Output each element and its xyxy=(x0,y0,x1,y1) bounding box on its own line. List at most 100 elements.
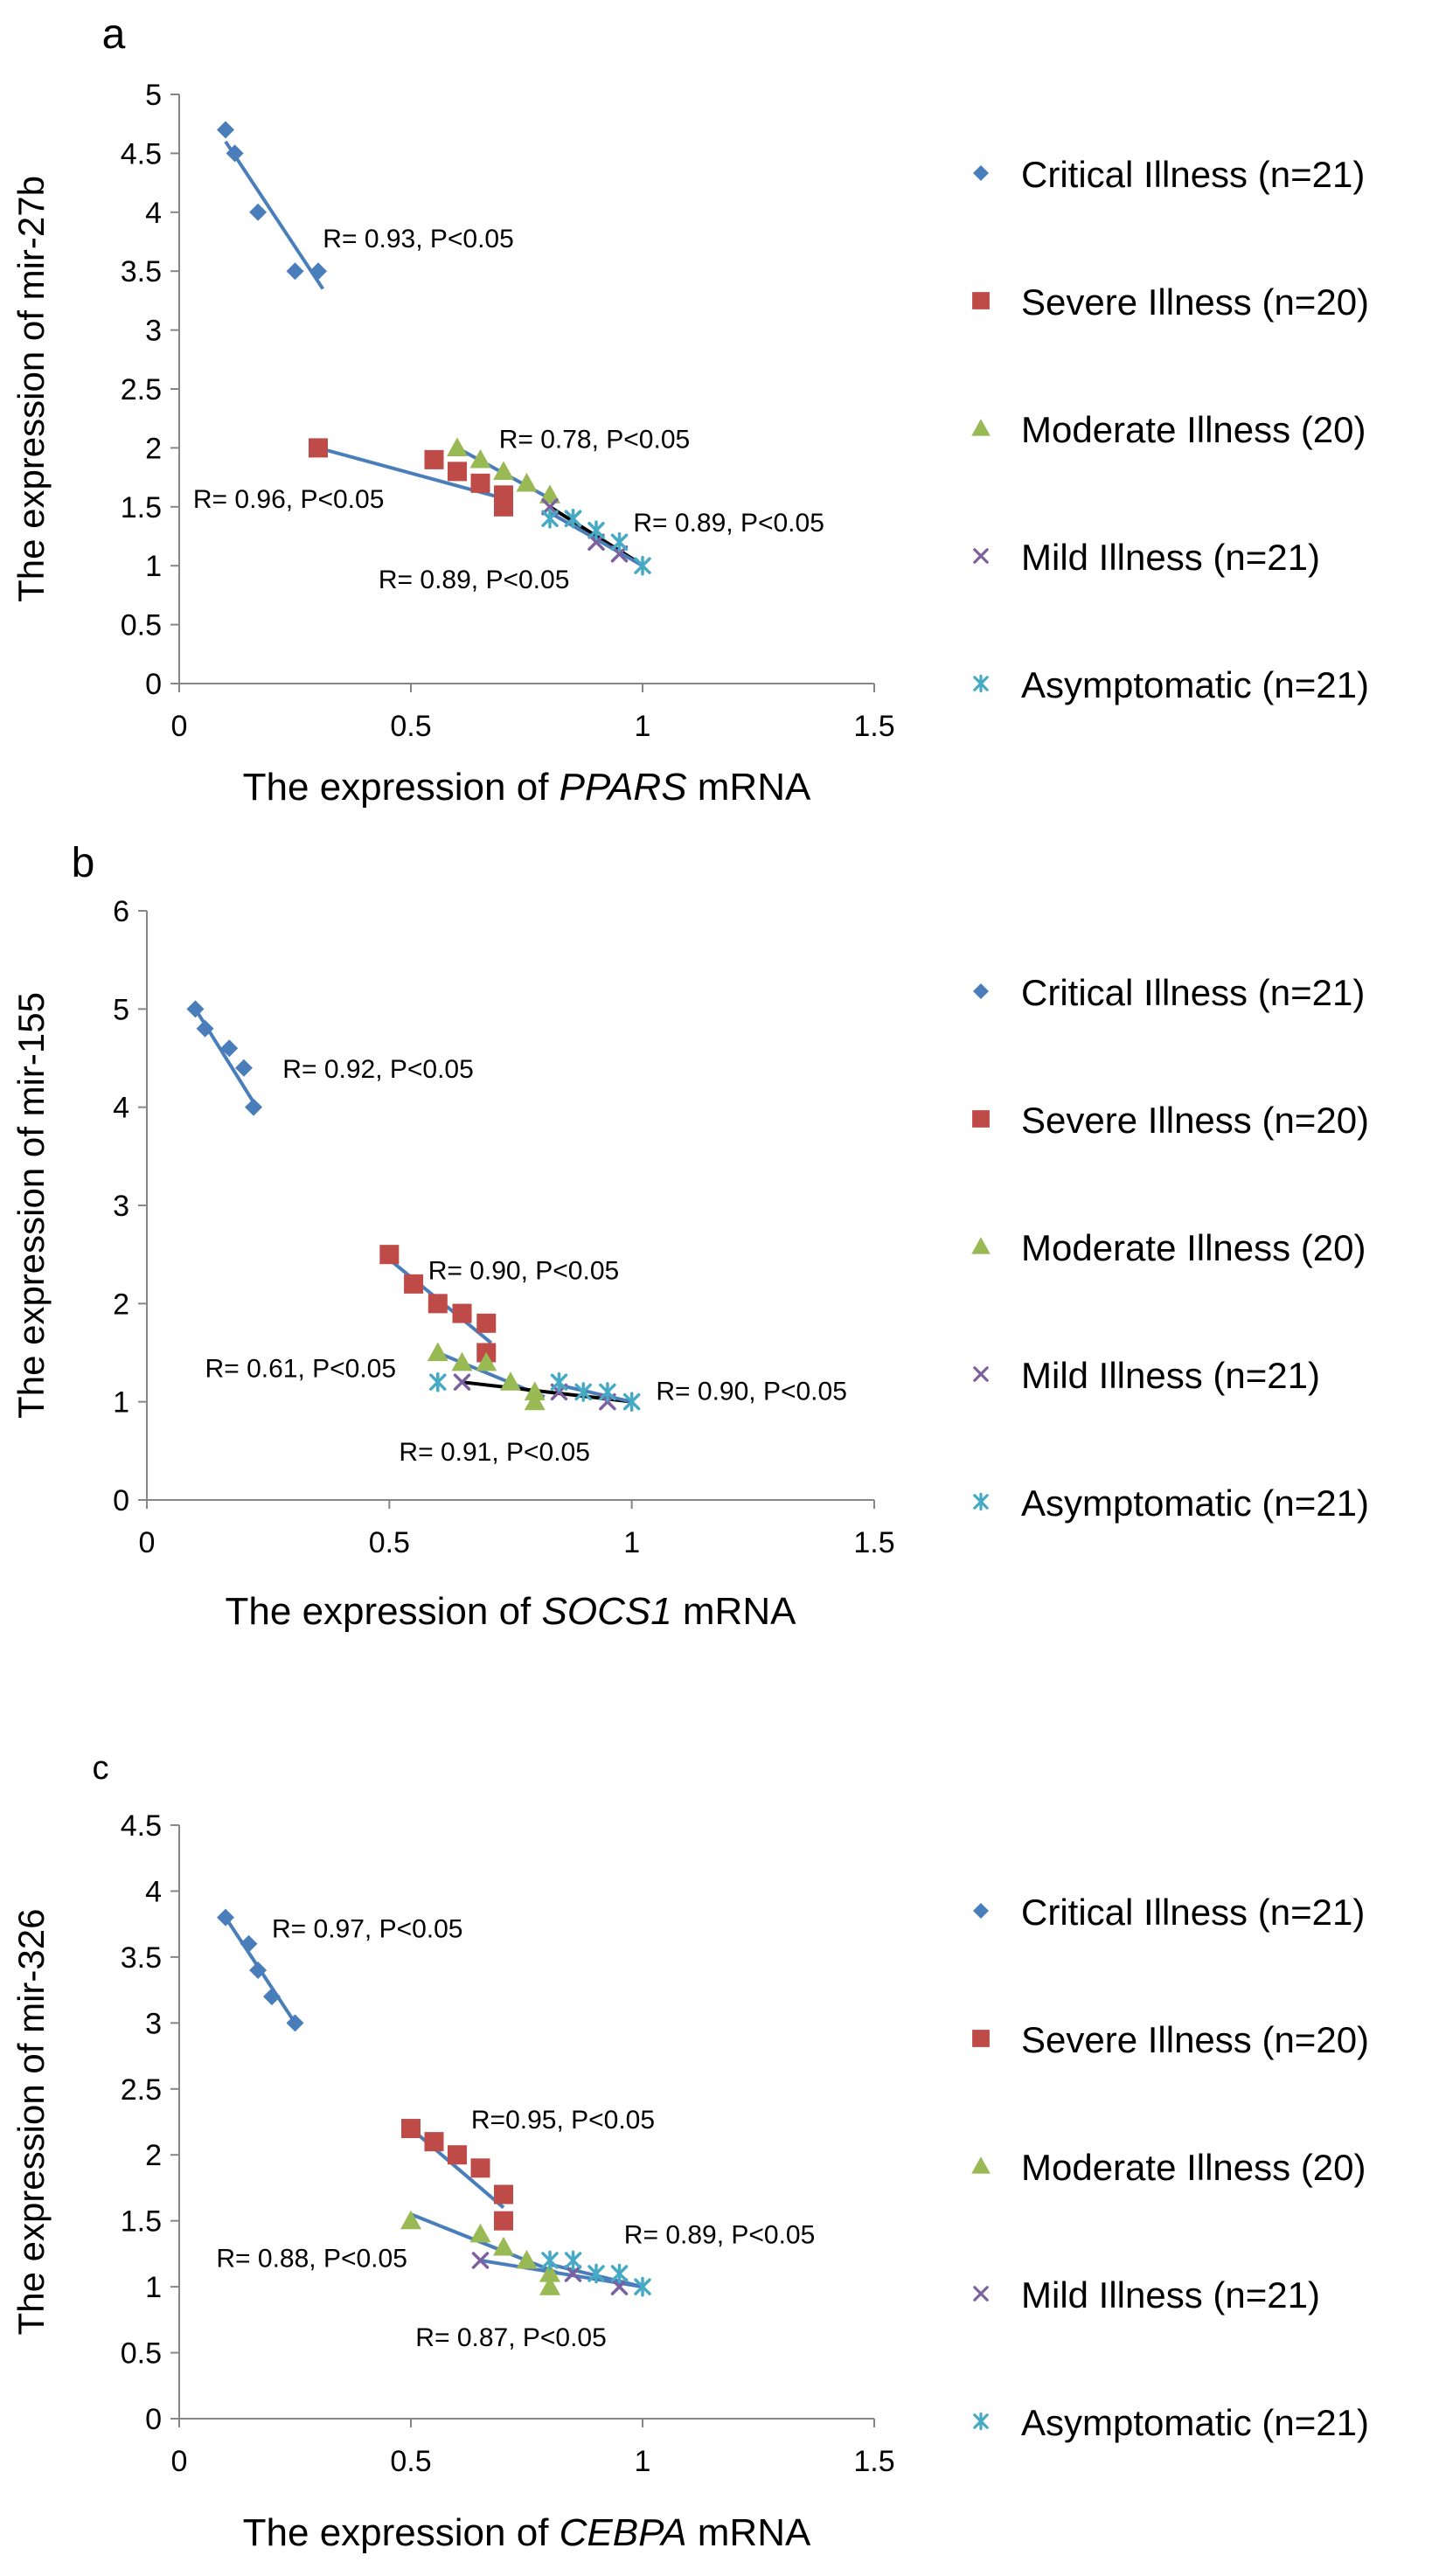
y-tick-label: 1.5 xyxy=(121,491,162,524)
legend-marker-moderate xyxy=(971,419,991,436)
y-tick-label: 0 xyxy=(145,2403,162,2436)
point-moderate xyxy=(493,461,514,480)
y-tick-label: 2.5 xyxy=(121,2073,162,2107)
point-asymptomatic xyxy=(564,508,582,529)
y-tick-label: 4.5 xyxy=(121,137,162,170)
point-asymptomatic xyxy=(429,1371,447,1392)
point-mild-stroke xyxy=(587,533,605,551)
y-tick-label: 1 xyxy=(145,2271,162,2304)
y-tick-label: 3 xyxy=(145,315,162,348)
x-tick-label: 0.5 xyxy=(390,2445,431,2478)
point-critical xyxy=(245,1098,263,1116)
point-severe xyxy=(494,2211,513,2231)
y-tick-label: 5 xyxy=(145,79,162,112)
point-asymptomatic xyxy=(599,1382,616,1402)
y-tick-label: 2 xyxy=(145,432,162,465)
point-critical xyxy=(234,1059,253,1077)
legend-label: Critical Illness (n=21) xyxy=(1021,972,1365,1013)
legend-marker-moderate xyxy=(971,2156,991,2174)
legend-item-critical: Critical Illness (n=21) xyxy=(973,972,1365,1013)
legend-item-mild: Mild Illness (n=21) xyxy=(973,1355,1320,1396)
panel-b: b 0 1 2 3 4 5 6 0 0.5 1 1.5 The expression of mir-15… xyxy=(10,840,1369,1633)
series-severe xyxy=(309,438,513,517)
point-severe xyxy=(379,1245,400,1265)
point-asymptomatic xyxy=(541,508,559,529)
legend-label: Severe Illness (n=20) xyxy=(1021,281,1369,323)
point-severe xyxy=(448,2145,467,2165)
point-moderate xyxy=(447,437,468,456)
legend-label: Moderate Illness (20) xyxy=(1021,2147,1366,2188)
series-critical xyxy=(217,1908,304,2032)
point-severe xyxy=(404,1274,424,1294)
legend-marker-asymptomatic xyxy=(973,2412,989,2431)
point-mild xyxy=(587,533,605,551)
point-critical xyxy=(286,2014,304,2032)
point-asymptomatic xyxy=(587,2263,605,2284)
y-tick-label: 0.5 xyxy=(121,2337,162,2371)
trendline-moderate xyxy=(410,2212,560,2275)
point-mild xyxy=(471,2252,490,2269)
correlation-annotation: R= 0.88, P<0.05 xyxy=(216,2244,407,2273)
correlation-annotation: R= 0.87, P<0.05 xyxy=(415,2323,607,2352)
y-tick-label: 3 xyxy=(113,1190,129,1223)
x-tick-label: 0 xyxy=(139,1526,156,1559)
point-severe xyxy=(494,2184,513,2205)
series-asymptomatic xyxy=(541,2250,651,2297)
y-tick-label: 2 xyxy=(145,2139,162,2172)
point-mild-stroke xyxy=(610,545,629,563)
point-critical xyxy=(217,1908,234,1927)
legend-marker-asymptomatic xyxy=(973,1492,989,1511)
correlation-annotation: R=0.95, P<0.05 xyxy=(471,2106,655,2135)
y-tick-label: 5 xyxy=(113,993,129,1026)
y-tick-label: 4 xyxy=(145,1875,162,1908)
y-tick-label: 6 xyxy=(113,895,129,928)
x-axis-title-post: mRNA xyxy=(687,766,811,809)
y-tick-label: 0 xyxy=(113,1484,129,1517)
panel-a: a 0 0.5 1 1.5 2 2.5 3 3.5 4 4.5 5 0 0.5 1 1.5 The expres… xyxy=(10,11,1369,809)
y-tick-label: 2.5 xyxy=(121,373,162,406)
y-axis-title: The expression of mir-155 xyxy=(10,992,52,1419)
trendline-critical xyxy=(224,140,324,290)
correlation-annotation: R= 0.93, P<0.05 xyxy=(323,225,514,253)
legend-item-mild: Mild Illness (n=21) xyxy=(973,537,1320,578)
point-asymptomatic xyxy=(610,2263,629,2284)
legend-label: Mild Illness (n=21) xyxy=(1021,1355,1320,1396)
point-mild-stroke xyxy=(453,1373,471,1391)
point-severe xyxy=(470,473,490,493)
legend-marker-critical xyxy=(973,1903,989,1919)
point-moderate xyxy=(539,2276,560,2295)
y-axis-title: The expression of mir-326 xyxy=(10,1909,52,2336)
correlation-annotation: R= 0.89, P<0.05 xyxy=(633,509,824,538)
correlation-annotation: R= 0.61, P<0.05 xyxy=(205,1355,397,1384)
point-mild-stroke xyxy=(610,2278,629,2295)
x-tick-label: 1.5 xyxy=(853,2445,894,2478)
x-tick-label: 0 xyxy=(171,2445,188,2478)
correlation-annotation: R= 0.96, P<0.05 xyxy=(193,485,385,514)
series-moderate xyxy=(447,437,560,503)
series-critical xyxy=(217,121,327,281)
point-severe xyxy=(452,1303,472,1323)
legend-marker-mild-stroke xyxy=(973,2286,989,2302)
legend-label: Mild Illness (n=21) xyxy=(1021,537,1320,578)
legend-label: Mild Illness (n=21) xyxy=(1021,2274,1320,2316)
point-asymptomatic xyxy=(622,1392,641,1413)
panel-label: b xyxy=(72,840,95,886)
legend-item-mild: Mild Illness (n=21) xyxy=(973,2274,1320,2316)
y-tick-label: 1.5 xyxy=(121,2205,162,2239)
point-mild xyxy=(610,2278,629,2295)
point-mild-stroke xyxy=(541,498,559,516)
legend-label: Moderate Illness (20) xyxy=(1021,1227,1366,1268)
point-asymptomatic xyxy=(541,2250,559,2271)
x-axis-title-gene: SOCS1 xyxy=(542,1590,672,1633)
legend-label: Moderate Illness (20) xyxy=(1021,409,1366,450)
legend: Critical Illness (n=21) Severe Illness (n… xyxy=(971,1892,1369,2443)
legend-marker-critical xyxy=(973,165,989,181)
correlation-annotation: R= 0.78, P<0.05 xyxy=(499,425,691,454)
point-moderate xyxy=(500,1371,521,1391)
legend-marker-asymptomatic xyxy=(973,674,989,693)
point-moderate xyxy=(476,1351,497,1371)
point-moderate xyxy=(539,484,560,503)
point-moderate xyxy=(469,2223,491,2243)
point-critical xyxy=(226,144,244,163)
legend-item-severe: Severe Illness (n=20) xyxy=(972,1100,1369,1141)
